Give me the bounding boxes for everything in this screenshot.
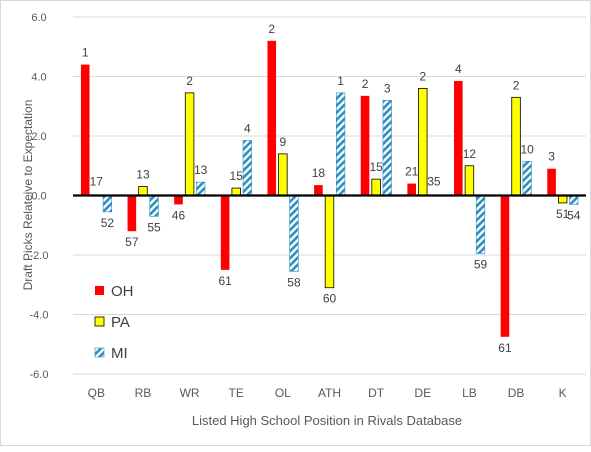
bar-oh-qb xyxy=(80,64,90,196)
y-tick-label: 2.0 xyxy=(31,131,46,143)
data-label: 35 xyxy=(427,175,441,189)
data-label: 2 xyxy=(419,69,426,83)
bar-oh-wr xyxy=(174,195,183,205)
bar-mi-lb xyxy=(475,195,486,254)
data-label: 1 xyxy=(337,74,344,88)
data-label: 4 xyxy=(244,121,251,135)
bar-pa-dt xyxy=(371,178,381,196)
bar-oh-ath xyxy=(314,185,323,196)
legend-label-oh: OH xyxy=(111,283,134,300)
data-label: 13 xyxy=(136,168,150,182)
bar-pa-lb xyxy=(464,165,475,196)
bar-pa-ol xyxy=(278,153,288,196)
data-label: 2 xyxy=(362,77,369,91)
y-tick-label: -4.0 xyxy=(30,310,49,322)
bar-oh-dt xyxy=(360,95,370,196)
bar-pa-wr xyxy=(184,92,195,196)
data-label: 2 xyxy=(513,78,520,92)
data-label: 1 xyxy=(82,46,89,60)
bar-oh-te xyxy=(220,195,230,270)
data-label: 59 xyxy=(474,258,488,272)
bar-oh-rb xyxy=(127,195,137,232)
data-label: 10 xyxy=(520,142,534,156)
bar-oh-ol xyxy=(267,40,277,196)
bar-mi-rb xyxy=(149,195,159,217)
bar-oh-lb xyxy=(454,80,463,196)
bar-oh-de xyxy=(407,183,416,196)
bar-mi-qb xyxy=(102,195,113,213)
bar-mi-ath xyxy=(335,92,346,196)
gridlines xyxy=(73,16,586,375)
y-tick-label: 0.0 xyxy=(31,191,46,203)
data-label: 3 xyxy=(384,81,391,95)
data-label: 2 xyxy=(268,22,275,36)
data-label: 17 xyxy=(90,175,104,189)
data-label: 18 xyxy=(312,166,326,180)
bar-mi-k xyxy=(569,195,579,205)
bar-pa-te xyxy=(231,187,241,196)
bar-mi-dt xyxy=(382,100,392,196)
legend-swatch-pa xyxy=(94,316,105,327)
data-label: 54 xyxy=(567,208,581,222)
legend: OH PA MI xyxy=(94,283,134,362)
x-tick-label: DB xyxy=(508,386,525,400)
data-label: 55 xyxy=(147,220,161,234)
legend-label-pa: PA xyxy=(111,314,130,331)
data-label: 15 xyxy=(369,160,383,174)
bar-mi-te xyxy=(242,140,252,196)
bar-mi-ol xyxy=(289,195,299,272)
data-label: 57 xyxy=(125,235,139,249)
data-label: 15 xyxy=(230,169,244,183)
x-axis-title: Listed High School Position in Rivals Da… xyxy=(192,413,462,428)
x-tick-label: TE xyxy=(229,386,244,400)
data-label: 3 xyxy=(548,150,555,164)
bar-oh-db xyxy=(500,195,510,337)
y-tick-label: 4.0 xyxy=(31,72,46,84)
data-label: 2 xyxy=(186,74,193,88)
bars xyxy=(80,40,579,337)
data-label: 46 xyxy=(172,208,186,222)
axes: 6.0 4.0 2.0 0.0 -2.0 -4.0 -6.0 QB RB WR TE OL ATH DT D… xyxy=(30,12,586,400)
legend-label-mi: MI xyxy=(111,345,128,362)
legend-swatch-oh xyxy=(95,286,104,295)
x-tick-label: LB xyxy=(462,386,477,400)
x-tick-label: RB xyxy=(135,386,152,400)
data-label: 13 xyxy=(194,163,208,177)
data-label: 9 xyxy=(280,135,287,149)
x-tick-label: QB xyxy=(88,386,105,400)
data-label: 12 xyxy=(463,147,477,161)
bar-pa-k xyxy=(557,195,568,204)
bar-pa-ath xyxy=(324,195,335,289)
data-label: 51 xyxy=(556,207,570,221)
y-tick-label: 6.0 xyxy=(31,12,46,24)
data-label: 60 xyxy=(323,292,337,306)
data-label: 52 xyxy=(101,216,115,230)
x-tick-label: DE xyxy=(414,386,431,400)
x-tick-label: DT xyxy=(368,386,385,400)
x-tick-label: ATH xyxy=(318,386,341,400)
data-label: 4 xyxy=(455,62,462,76)
legend-swatch-mi xyxy=(94,347,105,358)
bar-pa-db xyxy=(511,96,521,196)
data-label: 21 xyxy=(405,165,419,179)
bar-pa-rb xyxy=(138,186,148,196)
data-label: 61 xyxy=(498,341,512,355)
bar-mi-db xyxy=(522,160,532,196)
bar-pa-de xyxy=(418,88,428,196)
data-label: 61 xyxy=(218,274,232,288)
x-tick-label: WR xyxy=(180,386,200,400)
y-tick-label: -6.0 xyxy=(30,369,49,381)
data-label: 58 xyxy=(287,275,301,289)
bar-mi-wr xyxy=(196,181,206,196)
y-tick-label: -2.0 xyxy=(30,250,49,262)
x-tick-label: OL xyxy=(275,386,291,400)
x-tick-label: K xyxy=(559,386,567,400)
bar-oh-k xyxy=(547,168,556,196)
y-axis-title: Draft Picks Relateive to Expectation xyxy=(21,100,35,291)
